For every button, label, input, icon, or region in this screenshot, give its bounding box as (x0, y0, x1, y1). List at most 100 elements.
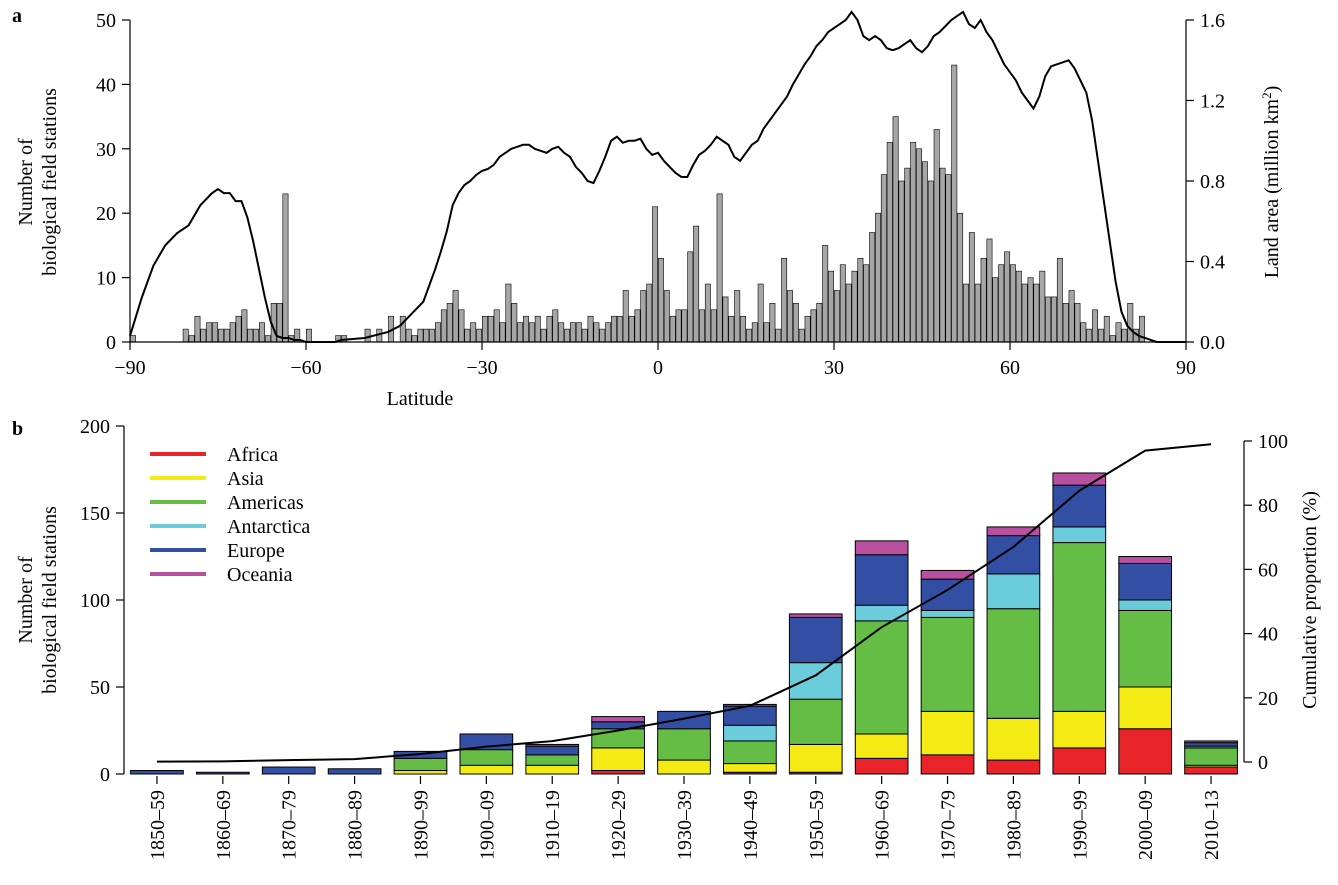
panel-a-y-axis-title-line2: biological field stations (39, 88, 61, 276)
y2-tick-label: 100 (1258, 431, 1288, 453)
y-tick-label: 20 (96, 203, 116, 225)
station-bar (646, 283, 653, 343)
station-bar (622, 290, 629, 343)
station-bar (1080, 322, 1087, 343)
y2-tick-label: 0.0 (1200, 332, 1225, 354)
legend-label-oceania: Oceania (227, 564, 293, 586)
decade-tick-label: 1880–89 (345, 790, 367, 860)
station-bar (945, 174, 952, 343)
station-bar (405, 328, 412, 343)
decade-tick-label: 1900–09 (476, 790, 498, 860)
station-bar (481, 315, 488, 343)
station-bar (259, 322, 265, 343)
cumulative-proportion-axis-title: Cumulative proportion (%) (1299, 491, 1321, 709)
panel-b-y-axis-title-line2: biological field stations (39, 506, 61, 694)
station-bar (792, 303, 799, 343)
panel-a-label: a (12, 5, 22, 27)
station-bar (863, 264, 870, 343)
station-bar (1062, 303, 1069, 343)
station-bar (640, 290, 647, 343)
panel-b-label: b (12, 418, 23, 440)
panel-a-latitude-chart: a 0 10 20 30 40 50 0.0 0.4 0.8 1.2 1.6 −90 −60 −30 0 30… (12, 5, 1283, 410)
station-bar (880, 174, 887, 343)
x-tick-label: 60 (1000, 357, 1020, 379)
station-bar (264, 335, 271, 343)
station-bar (188, 335, 195, 343)
panel-b-axes: 0 50 100 150 200 0 20 40 60 80 100 1850–59 1860–69 18… (80, 416, 1288, 860)
bar-segment-oceania (525, 743, 580, 747)
y-tick-label: 50 (96, 10, 116, 32)
station-bar (822, 245, 829, 343)
station-bar (241, 309, 248, 343)
station-bar (611, 315, 617, 343)
station-bar (528, 322, 535, 343)
bar-segment-asia (657, 759, 711, 775)
station-bar (552, 309, 559, 343)
bar-segment-americas (1118, 609, 1173, 688)
bar-segment-antarctica (986, 573, 1041, 610)
station-bar (1056, 257, 1063, 343)
station-bar (904, 167, 911, 343)
station-bar (710, 309, 717, 343)
station-bar (1115, 322, 1122, 343)
station-bar (1015, 270, 1022, 343)
station-bar (787, 290, 793, 343)
panel-b-stacked-bars (130, 472, 1238, 775)
y-tick-label: 200 (80, 416, 110, 438)
station-bar (1127, 303, 1134, 343)
decade-tick-label: 1870–79 (279, 790, 301, 860)
bar-segment-antarctica (1052, 526, 1107, 544)
decade-tick-label: 1860–69 (213, 790, 235, 860)
station-bar (669, 315, 676, 343)
bar-segment-africa (986, 759, 1041, 775)
station-bar (1097, 328, 1104, 343)
station-bar (517, 322, 524, 343)
station-bar (927, 180, 934, 343)
y2-tick-label: 40 (1258, 624, 1278, 646)
bar-segment-asia (459, 764, 514, 775)
station-bar (282, 193, 289, 343)
legend-label-africa: Africa (227, 444, 278, 466)
station-bar (657, 257, 664, 343)
bar-segment-asia (393, 770, 448, 775)
station-bar (675, 309, 682, 343)
y2-tick-label: 20 (1258, 688, 1278, 710)
station-bar (939, 167, 946, 343)
station-bar (857, 257, 864, 343)
station-bar (206, 322, 213, 343)
station-bar (440, 309, 447, 343)
bar-segment-oceania (788, 613, 843, 618)
station-bar (998, 264, 1005, 343)
station-bar (992, 277, 999, 343)
y-tick-label: 0 (106, 332, 116, 354)
bar-segment-asia (1118, 686, 1173, 730)
y-tick-label: 30 (96, 139, 116, 161)
bar-segment-americas (591, 728, 645, 749)
station-bar (804, 315, 811, 343)
bar-segment-antarctica (920, 609, 975, 618)
station-bar (1086, 328, 1093, 343)
station-bar (575, 322, 582, 343)
continent-legend: AfricaAsiaAmericasAntarcticaEuropeOceani… (150, 444, 310, 586)
bar-segment-africa (854, 757, 909, 775)
bar-segment-antarctica (723, 724, 777, 742)
station-bar (951, 64, 958, 343)
station-bar (223, 328, 230, 343)
decade-tick-label: 1890–99 (410, 790, 432, 860)
bar-segment-europe (1184, 742, 1238, 747)
station-bar (652, 206, 659, 343)
station-bar (446, 303, 453, 343)
bar-segment-americas (854, 620, 909, 735)
x-tick-label: −30 (466, 357, 497, 379)
station-bar (693, 225, 700, 343)
bar-segment-europe (657, 710, 711, 730)
station-bar (470, 322, 477, 343)
station-bar (828, 270, 835, 343)
station-bar (775, 328, 782, 343)
bar-segment-africa (1118, 728, 1173, 775)
bar-segment-europe (261, 766, 316, 775)
station-bar (464, 328, 471, 343)
panel-b-decade-chart: b 0 50 100 150 200 0 20 40 60 80 100 1850–59 1860–69… (12, 416, 1321, 860)
station-bar (511, 303, 518, 343)
bar-segment-africa (920, 754, 975, 775)
